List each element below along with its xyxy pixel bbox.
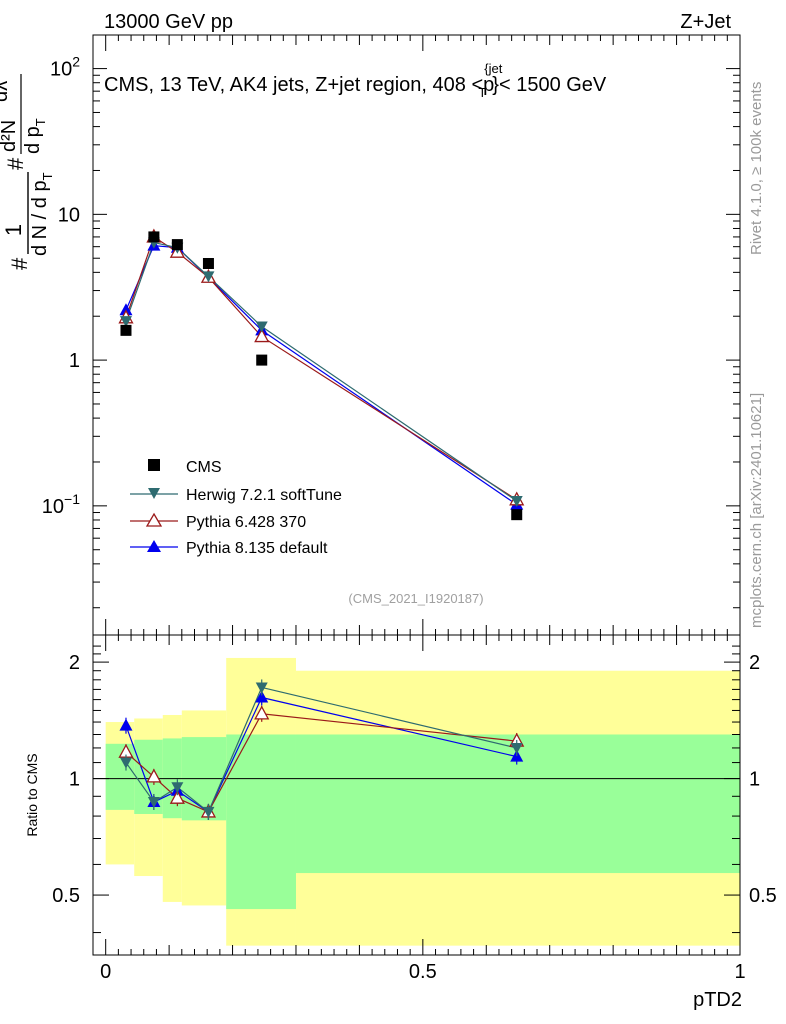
data-point-s3-0 xyxy=(119,303,133,316)
ratio-point-s2-4 xyxy=(255,690,269,703)
rivet-label: Rivet 4.1.0, ≥ 100k events xyxy=(748,82,765,255)
data-point-s1-4 xyxy=(255,321,268,333)
y-tick-label: 102 xyxy=(50,54,80,81)
ratio-line-0 xyxy=(125,686,517,813)
ratio-line-2 xyxy=(125,696,517,813)
legend-label-herwig: Herwig 7.2.1 softTune xyxy=(186,487,342,504)
y-label-den: d N / d pT xyxy=(29,172,55,256)
data-point-s0-3 xyxy=(202,257,214,269)
ratio-y-tick-label-left: 2 xyxy=(69,652,80,674)
y-label-frac2-den: d pT xyxy=(22,118,48,154)
y-label-num: 1 xyxy=(1,224,26,236)
plot-title: CMS, 13 TeV, AK4 jets, Z+jet region, 408… xyxy=(104,61,607,100)
title-sup: {jet xyxy=(484,61,502,76)
mcplots-label: mcplots.cern.ch [arXiv:2401.10621] xyxy=(748,393,765,628)
legend-marker-pythia6 xyxy=(145,512,163,527)
ratio-point-s0-0 xyxy=(119,757,132,769)
data-point-s0-2 xyxy=(171,239,183,251)
ratio-point-s2-0 xyxy=(119,718,133,731)
ratio-point-s1-4 xyxy=(254,705,270,720)
ratio-point-s0-3 xyxy=(202,806,215,818)
x-tick-label: 0.5 xyxy=(409,961,437,983)
ratio-point-s0-4 xyxy=(255,682,268,694)
ratio-y-tick-label-right: 2 xyxy=(749,652,760,674)
data-point-s0-4 xyxy=(256,354,268,366)
ratio-point-s0-5 xyxy=(510,742,523,754)
legend-label-cms: CMS xyxy=(186,459,222,476)
main-axis-ticks: 10−1 1 10 102 xyxy=(42,35,741,635)
ratio-frame xyxy=(92,634,741,956)
ratio-y-tick-label-left: 1 xyxy=(69,769,80,791)
x-axis-label: pTD2 xyxy=(693,989,742,1011)
ratio-panel: 0 0.5 1 0.5 0.5 1 1 2 2 Ratio to CMS pTD2 xyxy=(24,634,777,1011)
main-y-label: # 1 d N / d pT # d²N d pT dλ xyxy=(0,74,55,270)
ratio-uncertainty-bands xyxy=(105,657,740,946)
data-point-s1-3 xyxy=(202,271,215,283)
legend-marker-herwig xyxy=(148,488,160,499)
legend-marker-cms xyxy=(148,459,160,471)
ratio-point-s1-2 xyxy=(169,789,185,804)
main-marks xyxy=(118,228,525,521)
data-point-s1-5 xyxy=(510,495,523,507)
data-point-s0-1 xyxy=(148,231,160,243)
ratio-y-tick-label-left: 0.5 xyxy=(52,885,80,907)
ratio-point-s0-2 xyxy=(171,782,184,794)
y-label-tail: dλ xyxy=(0,81,12,102)
ratio-y-tick-label-right: 0.5 xyxy=(749,885,777,907)
y-tick-label: 10−1 xyxy=(42,491,80,518)
y-label-hash-2: # xyxy=(3,157,28,170)
title-tail: }< 1500 GeV xyxy=(492,74,607,96)
y-label-frac2-num: d²N xyxy=(0,120,20,152)
ratio-line-1 xyxy=(125,713,517,813)
main-panel: 10−1 1 10 102 CMS, 13 TeV, AK4 jets, Z+jet … xyxy=(0,34,741,636)
ratio-point-s0-1 xyxy=(147,796,160,808)
ratio-marks xyxy=(118,679,525,820)
legend-label-pythia8: Pythia 8.135 default xyxy=(186,540,328,557)
data-point-s0-0 xyxy=(120,324,132,336)
data-point-s2-4 xyxy=(254,328,270,343)
x-tick-label: 0 xyxy=(100,961,111,983)
y-tick-label: 10 xyxy=(58,204,80,226)
series-line-1 xyxy=(125,241,518,502)
band-inner-1 xyxy=(134,739,163,814)
header-left: 13000 GeV pp xyxy=(104,11,233,33)
legend-marker-pythia8 xyxy=(147,540,161,552)
header-right: Z+Jet xyxy=(680,11,731,33)
ratio-axis-ticks: 0 0.5 1 0.5 0.5 1 1 2 2 xyxy=(52,635,777,983)
band-inner-4 xyxy=(226,734,296,910)
data-point-s1-0 xyxy=(119,316,132,328)
legend: CMS Herwig 7.2.1 softTune Pythia 6.428 3… xyxy=(130,459,342,557)
title-sub: T xyxy=(478,85,486,100)
ratio-point-s1-1 xyxy=(146,768,162,783)
y-tick-label: 1 xyxy=(69,350,80,372)
y-label-hash: # xyxy=(7,257,32,270)
watermark: (CMS_2021_I1920187) xyxy=(348,591,483,606)
title-main: CMS, 13 TeV, AK4 jets, Z+jet region, 408… xyxy=(104,74,494,96)
x-tick-label: 1 xyxy=(734,961,745,983)
ratio-y-label: Ratio to CMS xyxy=(24,753,40,836)
data-point-s0-5 xyxy=(511,509,523,521)
ratio-y-tick-label-right: 1 xyxy=(749,769,760,791)
legend-label-pythia6: Pythia 6.428 370 xyxy=(186,514,306,531)
